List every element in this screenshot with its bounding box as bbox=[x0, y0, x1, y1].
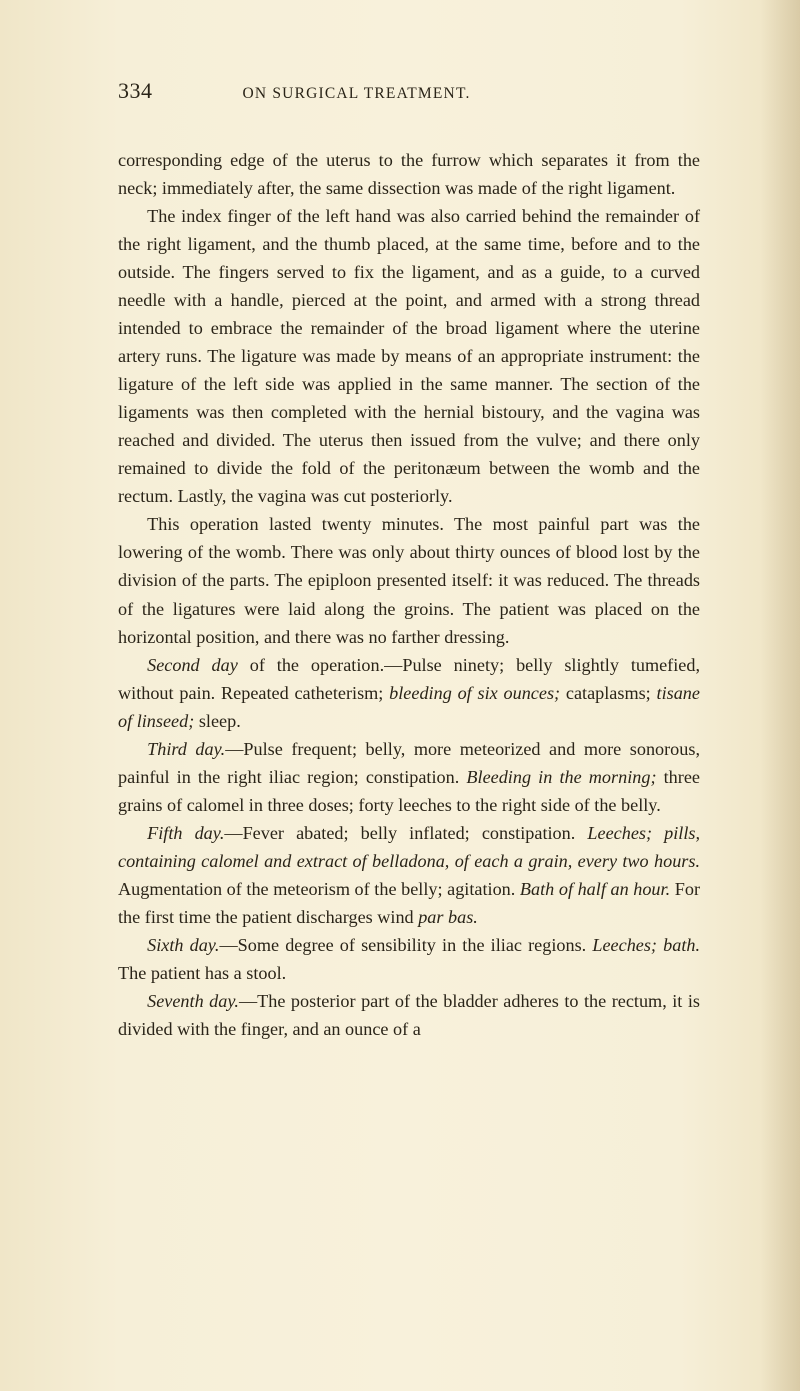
paragraph-7: Sixth day.—Some degree of sensibility in… bbox=[118, 931, 700, 987]
text-italic: Seventh day. bbox=[147, 991, 239, 1011]
running-title: ON SURGICAL TREATMENT. bbox=[243, 85, 471, 103]
text-italic: Sixth day. bbox=[147, 935, 219, 955]
page-header: 334 ON SURGICAL TREATMENT. bbox=[118, 78, 700, 104]
text: —Fever abated; belly inflated; constipat… bbox=[224, 823, 587, 843]
paragraph-6: Fifth day.—Fever abated; belly inflated;… bbox=[118, 819, 700, 931]
paragraph-2: The index finger of the left hand was al… bbox=[118, 202, 700, 510]
page: 334 ON SURGICAL TREATMENT. corresponding… bbox=[0, 0, 800, 1391]
text-italic: Third day. bbox=[147, 739, 225, 759]
text-italic: Second day bbox=[147, 655, 238, 675]
text-italic: Fifth day. bbox=[147, 823, 224, 843]
text-italic: Leeches; bath. bbox=[592, 935, 700, 955]
paragraph-1: corresponding edge of the uterus to the … bbox=[118, 146, 700, 202]
paragraph-5: Third day.—Pulse frequent; belly, more m… bbox=[118, 735, 700, 819]
text: The patient has a stool. bbox=[118, 963, 286, 983]
paragraph-3: This operation lasted twenty minutes. Th… bbox=[118, 510, 700, 650]
text-italic: bleeding of six ounces; bbox=[389, 683, 560, 703]
text: Augmentation of the meteorism of the bel… bbox=[118, 879, 520, 899]
text-italic: Bleeding in the morning; bbox=[466, 767, 656, 787]
text: —Some degree of sensibility in the iliac… bbox=[219, 935, 592, 955]
paragraph-8: Seventh day.—The posterior part of the b… bbox=[118, 987, 700, 1043]
text: cataplasms; bbox=[560, 683, 656, 703]
body-text: corresponding edge of the uterus to the … bbox=[118, 146, 700, 1043]
text-italic: par bas. bbox=[418, 907, 478, 927]
page-number: 334 bbox=[118, 78, 153, 104]
text-italic: Bath of half an hour. bbox=[520, 879, 670, 899]
text: corresponding edge of the uterus to the … bbox=[118, 150, 700, 198]
text: sleep. bbox=[194, 711, 240, 731]
paragraph-4: Second day of the operation.—Pulse ninet… bbox=[118, 651, 700, 735]
text: The index finger of the left hand was al… bbox=[118, 206, 700, 506]
text: This operation lasted twenty minutes. Th… bbox=[118, 514, 700, 646]
